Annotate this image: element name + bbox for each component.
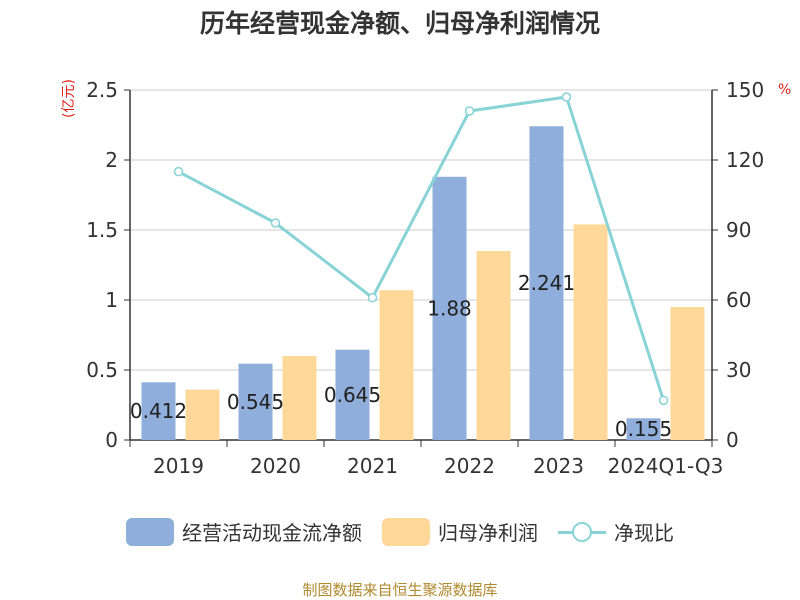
- right-axis-unit: %: [778, 82, 792, 98]
- legend-item-cashflow[interactable]: 经营活动现金流净额: [126, 517, 362, 546]
- x-tick-label: 2020: [250, 454, 301, 478]
- bar-cashflow: [238, 363, 273, 440]
- y-left-tick-label: 1: [105, 288, 118, 312]
- ratio-point: [173, 166, 184, 177]
- y-left-tick-label: 1.5: [86, 218, 118, 242]
- x-tick-label: 2019: [153, 454, 204, 478]
- y-right-tick-label: 150: [726, 78, 764, 102]
- bar-net-profit: [670, 307, 705, 440]
- bar-cashflow: [529, 126, 564, 440]
- legend-item-ratio[interactable]: 净现比: [558, 517, 674, 546]
- y-right-tick-label: 30: [726, 358, 751, 382]
- y-left-tick-label: 0.5: [86, 358, 118, 382]
- ratio-point: [658, 395, 669, 406]
- y-left-tick-label: 2: [105, 148, 118, 172]
- bar-net-profit: [379, 290, 414, 440]
- legend-swatch-ratio: [558, 518, 606, 546]
- y-right-tick-label: 120: [726, 148, 764, 172]
- y-right-tick-label: 60: [726, 288, 751, 312]
- legend-label-cashflow: 经营活动现金流净额: [182, 521, 362, 545]
- legend-item-net-profit[interactable]: 归母净利润: [382, 517, 538, 546]
- x-tick-label: 2022: [444, 454, 495, 478]
- legend-swatch-cashflow: [126, 517, 174, 546]
- x-tick-label: 2023: [533, 454, 584, 478]
- x-tick-label: 2021: [347, 454, 398, 478]
- bar-cashflow: [335, 349, 370, 440]
- legend: 经营活动现金流净额 归母净利润 净现比: [0, 517, 800, 546]
- bar-data-label: 0.155: [615, 417, 672, 441]
- x-tick-label: 2024Q1-Q3: [608, 454, 724, 478]
- y-left-tick-label: 0: [105, 428, 118, 452]
- bar-cashflow: [432, 176, 467, 441]
- bar-net-profit: [573, 224, 608, 440]
- bar-net-profit: [282, 356, 317, 440]
- bar-data-label: 0.645: [324, 383, 381, 407]
- chart-title: 历年经营现金净额、归母净利润情况: [199, 9, 600, 38]
- y-right-tick-label: 90: [726, 218, 751, 242]
- ratio-point: [270, 218, 281, 228]
- ratio-point: [367, 292, 378, 303]
- bar-cashflow: [626, 418, 661, 440]
- legend-label-ratio: 净现比: [614, 521, 674, 545]
- bar-data-label: 0.545: [227, 390, 284, 414]
- ratio-point: [464, 106, 475, 116]
- ratio-line: [177, 95, 665, 401]
- legend-label-net-profit: 归母净利润: [438, 521, 538, 545]
- legend-swatch-net-profit: [382, 517, 430, 546]
- ratio-point: [561, 92, 572, 102]
- bar-data-label: 2.241: [518, 271, 575, 295]
- y-left-tick-label: 2.5: [86, 78, 118, 102]
- y-right-tick-label: 0: [726, 428, 739, 452]
- bar-data-label: 1.88: [427, 296, 472, 320]
- source-note: 制图数据来自恒生聚源数据库: [302, 581, 498, 599]
- bar-net-profit: [476, 251, 511, 440]
- bar-net-profit: [185, 389, 220, 440]
- bar-data-label: 0.412: [130, 399, 187, 423]
- bar-cashflow: [141, 382, 176, 440]
